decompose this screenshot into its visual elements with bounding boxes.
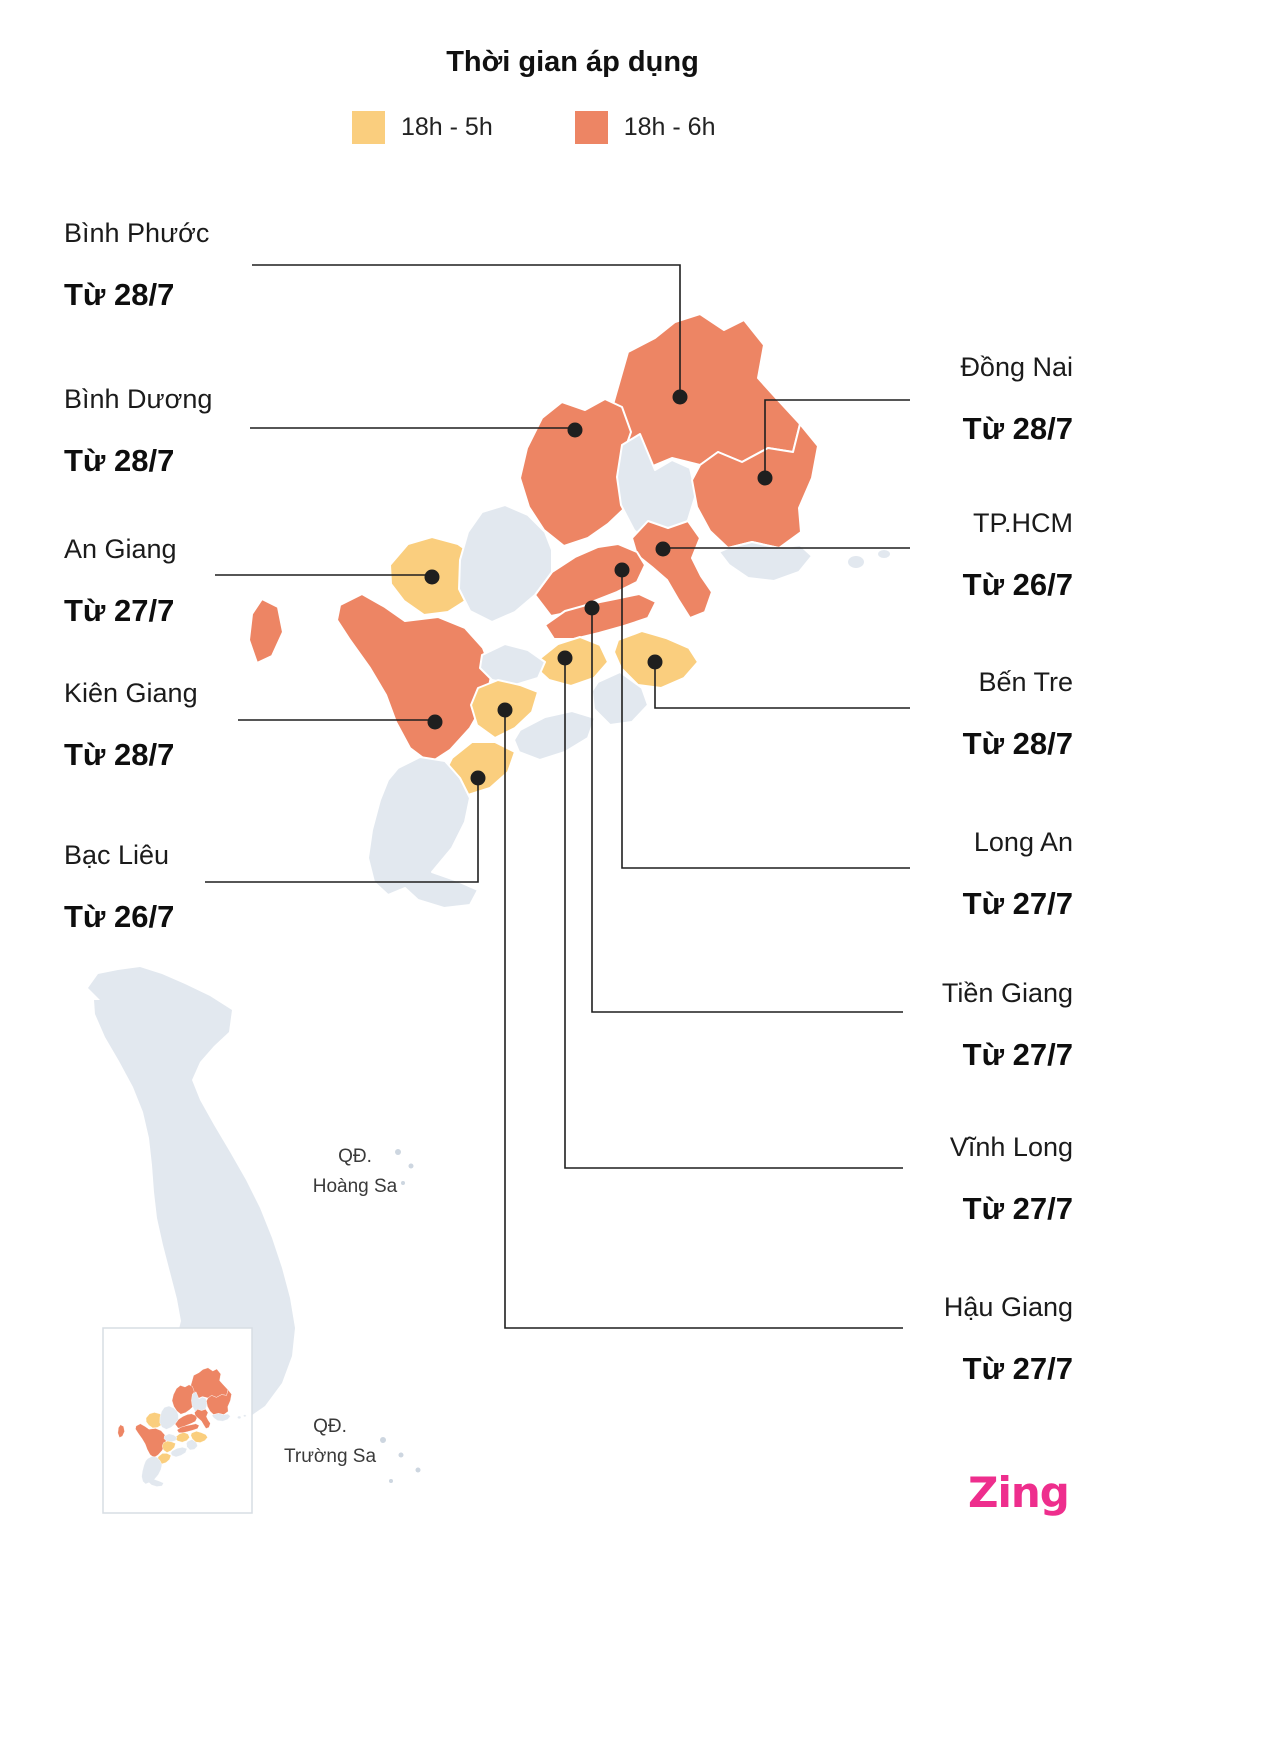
- province-name: Bến Tre: [978, 667, 1073, 697]
- province-date: Từ 26/7: [64, 899, 175, 934]
- province-name: Kiên Giang: [64, 678, 198, 708]
- leader-lines: [205, 264, 910, 1329]
- leader-tien-giang: [584, 600, 903, 1013]
- leader-ben-tre: [647, 654, 910, 709]
- leader-kien-giang: [238, 714, 443, 730]
- province-date: Từ 27/7: [64, 593, 175, 628]
- province-label-dong-nai: Đồng Nai Từ 28/7: [700, 350, 1073, 447]
- leader-bac-lieu: [205, 770, 486, 883]
- province-name: An Giang: [64, 534, 177, 564]
- legend-label-18h-6h: 18h - 6h: [623, 113, 716, 141]
- province-tay-ninh: [616, 433, 697, 549]
- island-east-2: [876, 548, 892, 560]
- province-date: Từ 28/7: [962, 726, 1073, 761]
- province-name: Vĩnh Long: [949, 1132, 1073, 1162]
- leader-dong-nai: [757, 399, 910, 486]
- province-label-an-giang: An Giang Từ 27/7: [64, 532, 177, 629]
- province-name: TP.HCM: [972, 508, 1073, 538]
- truong-sa-islet-3: [415, 1467, 421, 1473]
- province-label-ben-tre: Bến Tre Từ 28/7: [700, 665, 1073, 762]
- hoang-sa-label: QĐ. Hoàng Sa: [295, 1142, 415, 1202]
- province-binh-phuoc: [611, 313, 801, 469]
- island-phu-quoc: [248, 598, 284, 664]
- province-date: Từ 28/7: [962, 411, 1073, 446]
- province-ca-mau: [367, 756, 479, 909]
- province-can-tho: [479, 643, 546, 686]
- vietnam-silhouette: [88, 967, 295, 1437]
- province-name: Bình Phước: [64, 218, 210, 248]
- page-title: Thời gian áp dụng: [446, 46, 699, 78]
- province-soc-trang: [513, 710, 596, 761]
- province-name: Hậu Giang: [943, 1292, 1073, 1322]
- province-date: Từ 27/7: [962, 886, 1073, 921]
- legend-swatch-18h-5h: [352, 111, 385, 144]
- province-tp-hcm: [631, 520, 713, 619]
- province-label-vinh-long: Vĩnh Long Từ 27/7: [700, 1130, 1073, 1227]
- truong-sa-line2: Trường Sa: [283, 1446, 377, 1467]
- province-vinh-long: [535, 636, 609, 687]
- hoang-sa-islet-1: [395, 1149, 401, 1155]
- leader-an-giang: [215, 569, 440, 585]
- province-date: Từ 27/7: [962, 1191, 1073, 1226]
- province-label-bac-lieu: Bạc Liêu Từ 26/7: [64, 838, 174, 935]
- province-date: Từ 27/7: [962, 1351, 1073, 1386]
- leader-binh-duong: [250, 422, 583, 438]
- vietnam-minimap: [88, 967, 421, 1514]
- province-dong-nai: [691, 423, 819, 549]
- province-date: Từ 28/7: [64, 277, 175, 312]
- province-ba-ria-vung-tau: [718, 541, 813, 582]
- province-label-binh-phuoc: Bình Phước Từ 28/7: [64, 216, 209, 313]
- province-label-long-an: Long An Từ 27/7: [700, 825, 1073, 922]
- leader-tp-hcm: [655, 541, 910, 557]
- leader-long-an: [614, 562, 910, 869]
- leader-vinh-long: [557, 650, 903, 1169]
- truong-sa-islet-4: [389, 1479, 393, 1483]
- province-date: Từ 27/7: [962, 1037, 1073, 1072]
- province-name: Bình Dương: [64, 384, 213, 414]
- province-label-tien-giang: Tiền Giang Từ 27/7: [700, 976, 1073, 1073]
- truong-sa-label: QĐ. Trường Sa: [265, 1412, 395, 1472]
- province-label-hau-giang: Hậu Giang Từ 27/7: [700, 1290, 1073, 1387]
- island-east-1: [846, 554, 866, 570]
- legend-swatch-18h-6h: [574, 111, 608, 144]
- province-name: Đồng Nai: [960, 352, 1073, 382]
- truong-sa-line1: QĐ.: [313, 1416, 347, 1437]
- truong-sa-islet-2: [398, 1452, 404, 1458]
- leader-binh-phuoc: [252, 264, 688, 405]
- province-kien-giang: [336, 593, 493, 764]
- legend-label-18h-5h: 18h - 5h: [401, 113, 493, 141]
- truong-sa-islet-1: [380, 1437, 386, 1443]
- province-name: Long An: [973, 827, 1073, 857]
- province-dong-thap: [458, 504, 553, 623]
- province-date: Từ 28/7: [64, 737, 175, 772]
- province-label-kien-giang: Kiên Giang Từ 28/7: [64, 676, 198, 773]
- leader-hau-giang: [497, 702, 903, 1329]
- hoang-sa-line2: Hoàng Sa: [312, 1176, 398, 1197]
- province-name: Bạc Liêu: [64, 840, 170, 870]
- province-date: Từ 26/7: [962, 567, 1073, 602]
- legend: 18h - 5h 18h - 6h: [352, 111, 716, 144]
- hoang-sa-line1: QĐ.: [338, 1146, 372, 1167]
- province-name: Tiền Giang: [941, 978, 1073, 1008]
- hoang-sa-islet-2: [408, 1163, 414, 1169]
- province-date: Từ 28/7: [64, 443, 175, 478]
- hoang-sa-islet-3: [401, 1181, 405, 1185]
- zing-logo: Zing: [968, 1468, 1070, 1517]
- province-label-binh-duong: Bình Dương Từ 28/7: [64, 382, 212, 479]
- province-label-tp-hcm: TP.HCM Từ 26/7: [700, 506, 1073, 603]
